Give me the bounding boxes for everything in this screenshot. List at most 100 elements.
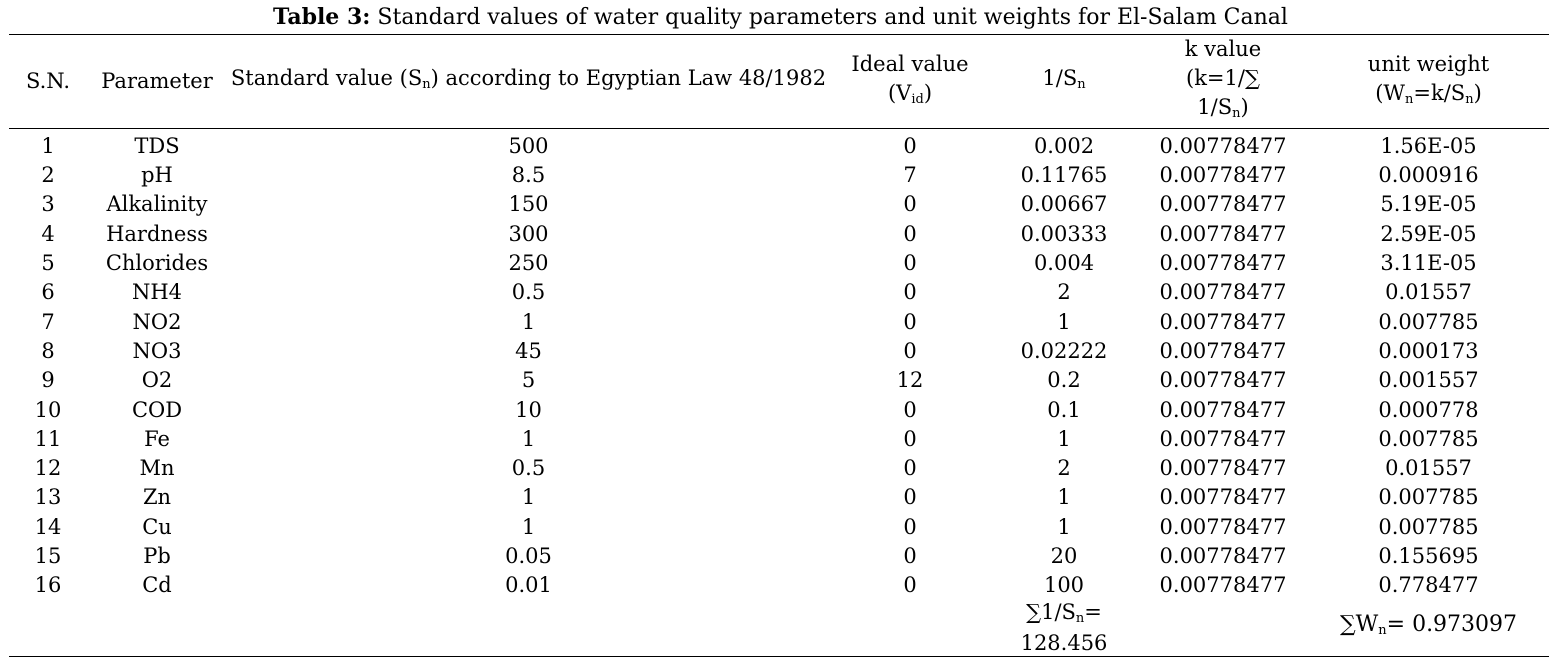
cell-inverse-sn: 1 [1057,485,1071,510]
cell-k-value: 0.00778477 [1159,368,1287,393]
cell-sn: 12 [34,456,62,481]
table-row: 10 COD 10 0 0.1 0.00778477 0.000778 [9,395,1549,424]
cell-ideal-value: 0 [903,309,917,334]
cell-ideal-value: 0 [903,221,917,246]
cell-parameter: Chlorides [105,251,209,276]
table-row: 14 Cu 1 0 1 0.00778477 0.007785 [9,513,1549,542]
caption-label: Table 3: [273,4,371,30]
header-standard-value: Standard value (Sn) according to Egyptia… [227,34,830,129]
cell-sn: 5 [41,251,55,276]
header-k-value: k value (k=1/∑ 1/Sn) [1138,34,1308,129]
cell-unit-weight: 0.007785 [1378,485,1479,510]
cell-sn: 11 [34,426,62,451]
table-row: 5 Chlorides 250 0 0.004 0.00778477 3.11E-05 [9,249,1549,278]
header-unit-weight: unit weight (Wn=k/Sn) [1308,34,1549,129]
cell-parameter: TDS [134,134,180,158]
cell-standard-value: 45 [515,338,542,363]
cell-k-value: 0.00778477 [1159,251,1287,276]
cell-parameter: Fe [144,426,170,451]
table-caption: Table 3: Standard values of water qualit… [0,3,1561,32]
cell-sn: 1 [41,134,55,158]
cell-inverse-sn: 1 [1057,514,1071,539]
cell-unit-weight: 0.000778 [1378,397,1479,422]
cell-sn: 16 [34,573,62,598]
sum-inverse-sn-value: 128.456 [1020,631,1108,656]
table-row: 6 NH4 0.5 0 2 0.00778477 0.01557 [9,278,1549,307]
cell-k-value: 0.00778477 [1159,338,1287,363]
cell-inverse-sn: 1 [1057,426,1071,451]
cell-inverse-sn: 100 [1043,573,1085,598]
table-row: 7 NO2 1 0 1 0.00778477 0.007785 [9,307,1549,336]
header-row: S.N. Parameter Standard value (Sn) accor… [9,34,1549,129]
cell-parameter: O2 [141,368,173,393]
cell-ideal-value: 0 [903,338,917,363]
cell-ideal-value: 7 [903,163,917,188]
cell-unit-weight: 0.000173 [1378,338,1479,363]
cell-k-value: 0.00778477 [1159,397,1287,422]
table-body: 1 TDS 500 0 0.002 0.00778477 1.56E-05 2 pH 8.5 7 0.… [9,129,1549,601]
cell-ideal-value: 0 [903,514,917,539]
cell-unit-weight: 0.007785 [1378,309,1479,334]
cell-inverse-sn: 0.004 [1033,251,1095,276]
cell-inverse-sn: 1 [1057,309,1071,334]
header-sn: S.N. [9,34,87,129]
cell-sn: 13 [34,485,62,510]
cell-ideal-value: 0 [903,280,917,305]
cell-inverse-sn: 0.11765 [1020,163,1108,188]
table-row: 3 Alkalinity 150 0 0.00667 0.00778477 5.19E-05 [9,190,1549,219]
table-row: 16 Cd 0.01 0 100 0.00778477 0.778477 [9,571,1549,600]
table-row: 11 Fe 1 0 1 0.00778477 0.007785 [9,425,1549,454]
cell-unit-weight: 0.01557 [1385,280,1472,305]
cell-standard-value: 300 [508,221,549,246]
caption-text: Standard values of water quality paramet… [377,5,1288,30]
cell-unit-weight: 1.56E-05 [1380,134,1477,158]
cell-unit-weight: 2.59E-05 [1380,221,1477,246]
cell-sn: 9 [41,368,55,393]
cell-unit-weight: 0.001557 [1378,368,1479,393]
cell-parameter: Zn [142,485,172,510]
cell-parameter: Pb [143,544,171,568]
cell-standard-value: 1 [521,514,536,539]
cell-unit-weight: 0.000916 [1378,163,1479,188]
cell-parameter: Mn [139,456,175,481]
cell-unit-weight: 0.778477 [1378,573,1479,598]
cell-sn: 10 [34,397,62,422]
cell-ideal-value: 0 [903,573,917,598]
cell-sn: 4 [41,221,55,246]
table-row: 2 pH 8.5 7 0.11765 0.00778477 0.000916 [9,161,1549,190]
cell-k-value: 0.00778477 [1159,573,1287,598]
cell-ideal-value: 12 [896,368,924,393]
cell-standard-value: 1 [521,426,536,451]
cell-parameter: NO3 [132,338,182,363]
cell-inverse-sn: 0.00333 [1020,221,1108,246]
cell-unit-weight: 3.11E-05 [1380,251,1477,276]
cell-ideal-value: 0 [903,134,917,158]
cell-unit-weight: 5.19E-05 [1380,192,1477,217]
cell-standard-value: 250 [508,251,549,276]
cell-standard-value: 1 [521,485,536,510]
cell-ideal-value: 0 [903,456,917,481]
cell-inverse-sn: 0.1 [1047,397,1081,422]
cell-inverse-sn: 20 [1050,544,1078,568]
cell-inverse-sn: 0.02222 [1020,338,1108,363]
cell-ideal-value: 0 [903,251,917,276]
cell-sn: 7 [41,309,55,334]
cell-parameter: NH4 [131,280,183,305]
cell-k-value: 0.00778477 [1159,309,1287,334]
cell-parameter: COD [131,397,183,422]
cell-standard-value: 8.5 [511,163,546,188]
cell-unit-weight: 0.155695 [1378,544,1479,568]
cell-unit-weight: 0.007785 [1378,514,1479,539]
cell-standard-value: 10 [515,397,542,422]
cell-k-value: 0.00778477 [1159,280,1287,305]
cell-k-value: 0.00778477 [1159,514,1287,539]
cell-inverse-sn: 0.002 [1033,134,1095,158]
cell-k-value: 0.00778477 [1159,544,1287,568]
cell-k-value: 0.00778477 [1159,163,1287,188]
cell-parameter: NO2 [132,309,182,334]
table-row: 4 Hardness 300 0 0.00333 0.00778477 2.59E-05 [9,220,1549,249]
table-row: 15 Pb 0.05 0 20 0.00778477 0.155695 [9,542,1549,571]
cell-ideal-value: 0 [903,397,917,422]
cell-standard-value: 0.5 [511,280,546,305]
